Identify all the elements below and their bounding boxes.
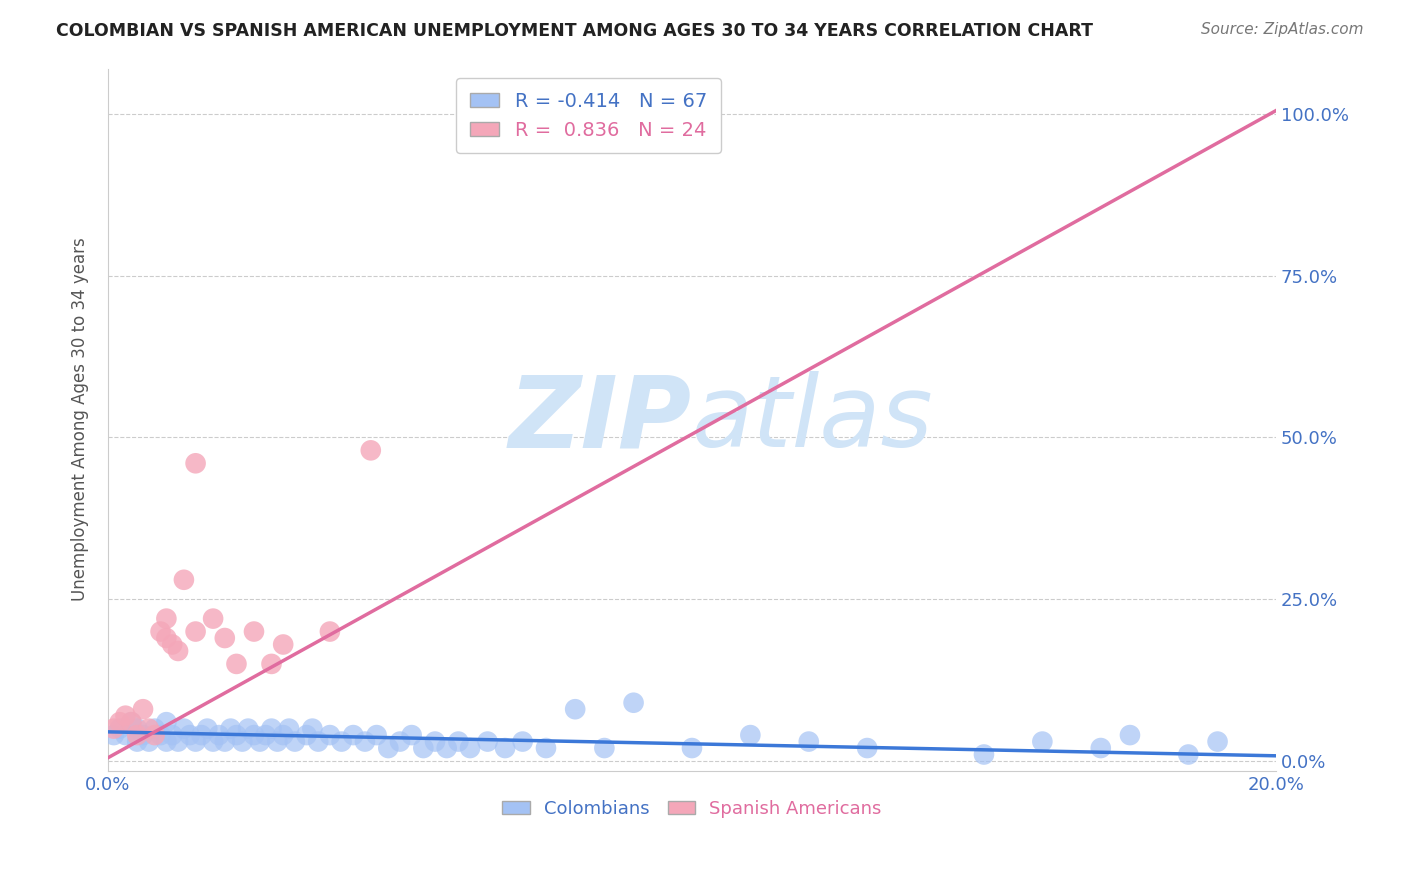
Point [190,728,212,742]
Point [1119,728,1142,742]
Point [184,734,207,748]
Point [366,728,388,742]
Point [740,728,762,742]
Point [149,624,172,639]
Point [219,722,242,736]
Point [388,734,411,748]
Point [284,734,307,748]
Point [260,722,283,736]
Point [184,624,207,639]
Point [319,728,342,742]
Point [195,722,218,736]
Point [260,657,283,671]
Point [132,728,155,742]
Point [167,644,190,658]
Point [103,722,125,736]
Point [160,638,183,652]
Point [202,734,225,748]
Point [155,612,177,626]
Point [202,612,225,626]
Point [225,657,247,671]
Point [138,734,160,748]
Point [127,728,149,742]
Point [108,715,131,730]
Point [149,728,172,742]
Point [120,715,142,730]
Point [564,702,586,716]
Point [271,728,294,742]
Point [307,734,329,748]
Point [494,741,516,756]
Point [797,734,820,748]
Point [167,734,190,748]
Point [173,573,195,587]
Point [103,728,125,742]
Point [214,734,236,748]
Point [401,728,423,742]
Point [330,734,353,748]
Point [138,722,160,736]
Point [155,715,177,730]
Point [342,728,364,742]
Point [1206,734,1229,748]
Point [127,722,149,736]
Legend: Colombians, Spanish Americans: Colombians, Spanish Americans [495,792,889,825]
Point [1177,747,1199,762]
Point [225,728,247,742]
Point [132,702,155,716]
Point [423,734,446,748]
Point [477,734,499,748]
Point [278,722,301,736]
Point [593,741,616,756]
Point [295,728,318,742]
Point [243,728,266,742]
Point [208,728,231,742]
Point [377,741,399,756]
Point [155,631,177,645]
Point [184,456,207,470]
Point [114,708,136,723]
Text: Source: ZipAtlas.com: Source: ZipAtlas.com [1201,22,1364,37]
Point [173,722,195,736]
Point [143,722,166,736]
Point [160,728,183,742]
Point [254,728,277,742]
Point [143,728,166,742]
Point [1090,741,1112,756]
Point [120,715,142,730]
Point [108,722,131,736]
Point [412,741,434,756]
Point [214,631,236,645]
Point [458,741,481,756]
Point [1031,734,1053,748]
Point [973,747,995,762]
Point [512,734,534,748]
Point [319,624,342,639]
Point [236,722,259,736]
Point [436,741,458,756]
Point [271,638,294,652]
Point [249,734,271,748]
Point [155,734,177,748]
Point [623,696,645,710]
Point [266,734,288,748]
Point [354,734,377,748]
Point [534,741,557,756]
Point [179,728,201,742]
Y-axis label: Unemployment Among Ages 30 to 34 years: Unemployment Among Ages 30 to 34 years [72,238,89,601]
Point [301,722,323,736]
Text: COLOMBIAN VS SPANISH AMERICAN UNEMPLOYMENT AMONG AGES 30 TO 34 YEARS CORRELATION: COLOMBIAN VS SPANISH AMERICAN UNEMPLOYME… [56,22,1094,40]
Point [127,734,149,748]
Point [447,734,470,748]
Point [114,728,136,742]
Point [360,443,382,458]
Point [856,741,879,756]
Point [243,624,266,639]
Point [681,741,703,756]
Text: ZIP: ZIP [509,371,692,468]
Text: atlas: atlas [692,371,934,468]
Point [231,734,253,748]
